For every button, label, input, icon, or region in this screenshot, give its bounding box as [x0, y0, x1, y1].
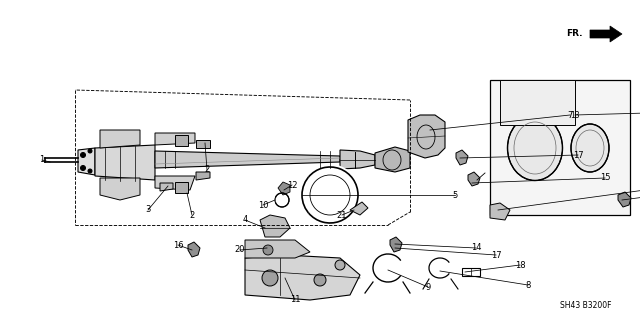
Text: 5: 5 — [452, 190, 458, 199]
Polygon shape — [468, 172, 480, 186]
Text: 16: 16 — [173, 241, 183, 249]
Text: 2: 2 — [189, 211, 195, 219]
Text: FR.: FR. — [566, 29, 583, 39]
Text: 11: 11 — [290, 295, 300, 305]
Text: 9: 9 — [426, 283, 431, 292]
Circle shape — [81, 152, 86, 158]
Polygon shape — [155, 151, 340, 168]
Polygon shape — [490, 203, 510, 220]
Circle shape — [263, 245, 273, 255]
Text: 1: 1 — [40, 155, 45, 165]
Polygon shape — [278, 182, 290, 195]
Ellipse shape — [508, 115, 563, 181]
Polygon shape — [390, 237, 402, 252]
Circle shape — [81, 166, 86, 170]
Polygon shape — [490, 80, 630, 215]
Circle shape — [335, 260, 345, 270]
Text: 21: 21 — [337, 211, 348, 219]
Polygon shape — [245, 255, 360, 300]
Polygon shape — [95, 145, 155, 180]
Polygon shape — [456, 150, 468, 165]
Text: 17: 17 — [573, 151, 583, 160]
Polygon shape — [175, 135, 188, 146]
Text: SH43 B3200F: SH43 B3200F — [560, 300, 611, 309]
Text: 10: 10 — [258, 201, 268, 210]
Text: 8: 8 — [525, 280, 531, 290]
Polygon shape — [196, 140, 210, 148]
Text: 17: 17 — [491, 250, 501, 259]
Circle shape — [314, 274, 326, 286]
Polygon shape — [100, 130, 140, 148]
Polygon shape — [100, 178, 140, 200]
Text: 18: 18 — [515, 261, 525, 270]
Text: 2: 2 — [204, 166, 210, 174]
Ellipse shape — [571, 124, 609, 172]
Text: 20: 20 — [235, 246, 245, 255]
Circle shape — [88, 169, 92, 173]
Polygon shape — [340, 150, 375, 169]
Text: 3: 3 — [145, 205, 150, 214]
Text: 4: 4 — [243, 216, 248, 225]
Polygon shape — [196, 172, 210, 180]
Text: 15: 15 — [600, 174, 611, 182]
Polygon shape — [408, 115, 445, 158]
Text: 13: 13 — [570, 110, 580, 120]
Polygon shape — [375, 147, 410, 172]
Circle shape — [262, 270, 278, 286]
Polygon shape — [175, 182, 188, 193]
Polygon shape — [155, 176, 195, 190]
Polygon shape — [260, 215, 290, 237]
Polygon shape — [188, 242, 200, 257]
Polygon shape — [78, 148, 95, 175]
Text: 7: 7 — [567, 110, 573, 120]
Polygon shape — [590, 26, 622, 42]
Circle shape — [88, 149, 92, 153]
Polygon shape — [618, 192, 631, 207]
Polygon shape — [155, 133, 195, 145]
Polygon shape — [245, 240, 310, 258]
Polygon shape — [350, 202, 368, 215]
Text: 12: 12 — [287, 181, 297, 189]
Text: 14: 14 — [471, 243, 481, 253]
Polygon shape — [160, 183, 173, 191]
Polygon shape — [500, 80, 575, 125]
